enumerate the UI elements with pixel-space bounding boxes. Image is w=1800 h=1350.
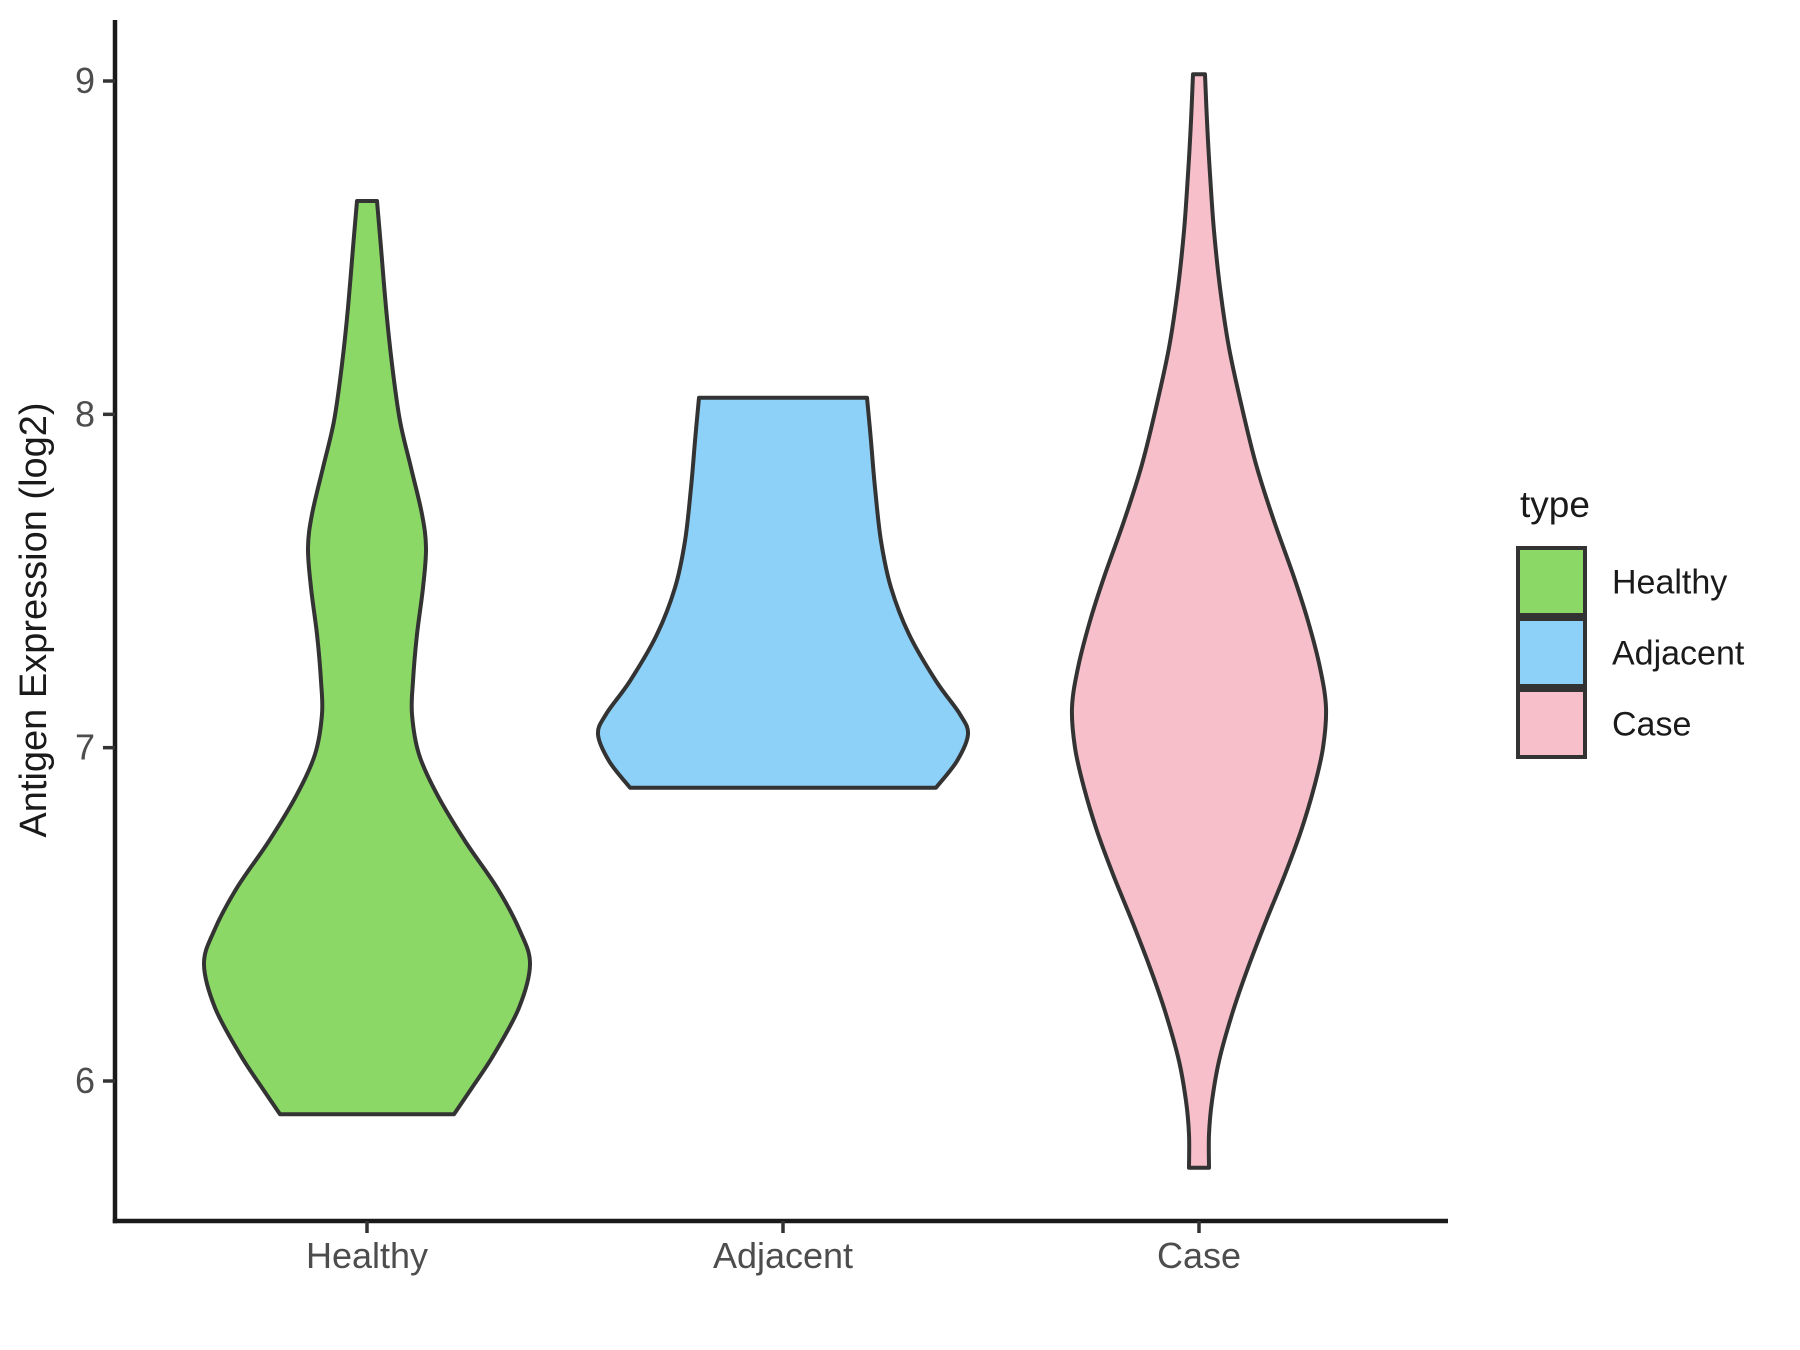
x-tick-label: Healthy xyxy=(306,1235,428,1276)
legend-label-case: Case xyxy=(1612,706,1691,744)
violin-case xyxy=(1069,72,1329,1170)
axes-layer: 9 8 7 6 Healthy Adjacent Case xyxy=(75,20,1448,1276)
violin-healthy xyxy=(201,199,533,1117)
legend-label-healthy: Healthy xyxy=(1612,564,1727,602)
legend-title: type xyxy=(1520,484,1590,525)
y-tick-label: 9 xyxy=(75,60,95,101)
legend-swatch-adjacent xyxy=(1516,617,1587,688)
violins-layer xyxy=(201,72,1329,1170)
legend-layer: type Healthy Adjacent Case xyxy=(1516,484,1745,759)
y-tick-label: 8 xyxy=(75,393,95,434)
legend-label-adjacent: Adjacent xyxy=(1612,635,1745,673)
y-tick-label: 6 xyxy=(75,1060,95,1101)
legend-swatch-case xyxy=(1516,688,1587,759)
x-tick-label: Case xyxy=(1157,1235,1241,1276)
violin-adjacent xyxy=(595,395,971,790)
y-axis-title: Antigen Expression (log2) xyxy=(13,402,55,837)
legend-swatch-healthy xyxy=(1516,546,1587,617)
y-tick-label: 7 xyxy=(75,727,95,768)
x-tick-label: Adjacent xyxy=(713,1235,853,1276)
